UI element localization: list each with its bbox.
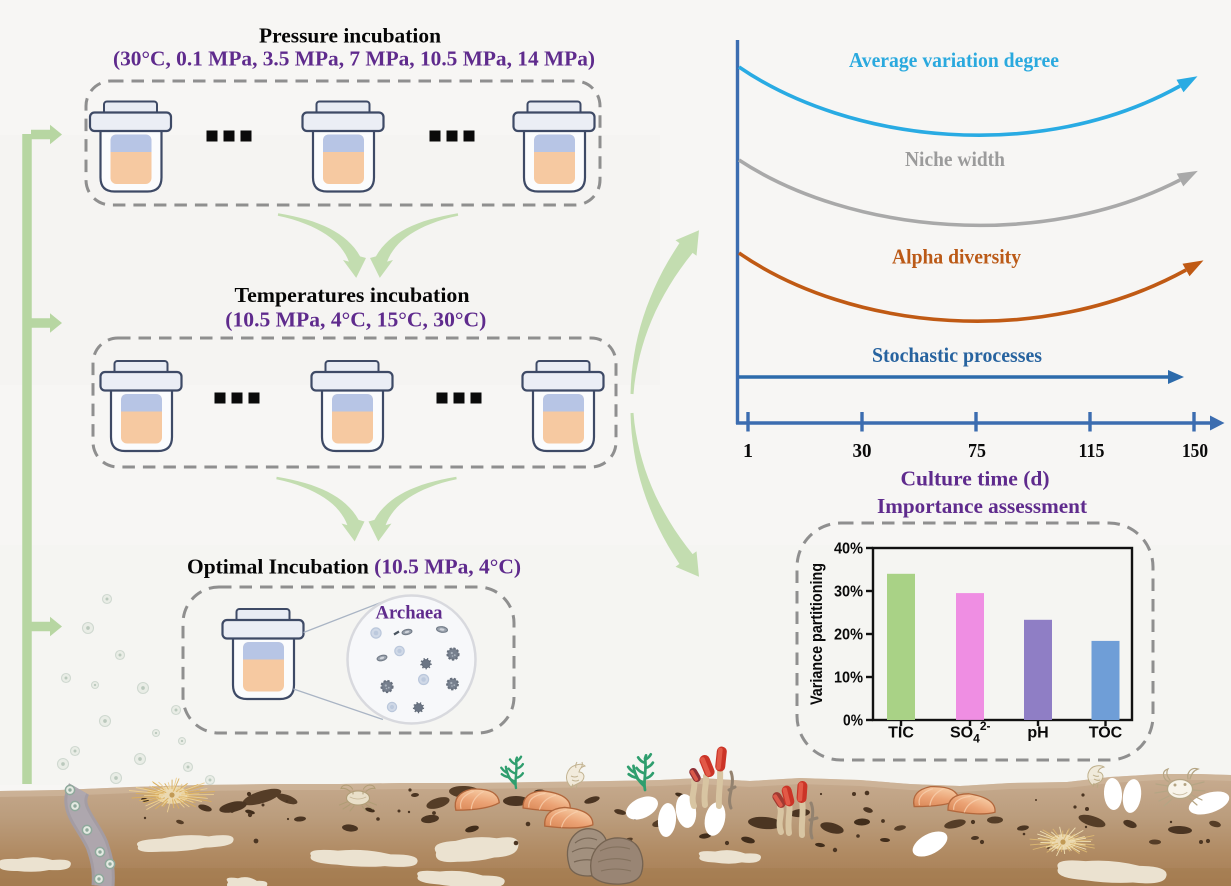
- svg-text:Optimal Incubation (10.5 MPa,: Optimal Incubation (10.5 MPa, 4°C): [187, 555, 521, 579]
- svg-text:40%: 40%: [834, 541, 863, 558]
- svg-text:Culture time (d): Culture time (d): [901, 467, 1050, 491]
- svg-text:0%: 0%: [843, 713, 863, 730]
- svg-text:Temperatures incubation: Temperatures incubation: [235, 283, 470, 307]
- svg-text:TOC: TOC: [1089, 725, 1123, 742]
- svg-text:TIC: TIC: [888, 725, 914, 742]
- svg-text:20%: 20%: [834, 627, 863, 644]
- svg-text:30%: 30%: [834, 584, 863, 601]
- svg-text:10%: 10%: [834, 670, 863, 687]
- svg-text:Archaea: Archaea: [376, 603, 443, 624]
- svg-text:115: 115: [1079, 440, 1105, 462]
- svg-text:Alpha diversity: Alpha diversity: [892, 245, 1021, 269]
- svg-text:75: 75: [968, 440, 986, 462]
- svg-text:Pressure incubation: Pressure incubation: [259, 24, 441, 48]
- svg-text:1: 1: [743, 440, 753, 462]
- svg-text:Stochastic processes: Stochastic processes: [872, 343, 1042, 367]
- svg-text:(30°C, 0.1 MPa, 3.5 MPa, 7 MPa: (30°C, 0.1 MPa, 3.5 MPa, 7 MPa, 10.5 MPa…: [113, 47, 595, 71]
- svg-text:Variance partitioning: Variance partitioning: [808, 563, 826, 705]
- svg-text:Niche width: Niche width: [905, 147, 1005, 171]
- svg-text:pH: pH: [1027, 725, 1048, 742]
- svg-text:Average variation degree: Average variation degree: [849, 48, 1059, 72]
- svg-text:30: 30: [853, 440, 872, 462]
- svg-text:150: 150: [1182, 440, 1208, 462]
- svg-text:Importance assessment: Importance assessment: [877, 494, 1087, 518]
- svg-text:(10.5 MPa, 4°C, 15°C, 30°C): (10.5 MPa, 4°C, 15°C, 30°C): [225, 308, 486, 332]
